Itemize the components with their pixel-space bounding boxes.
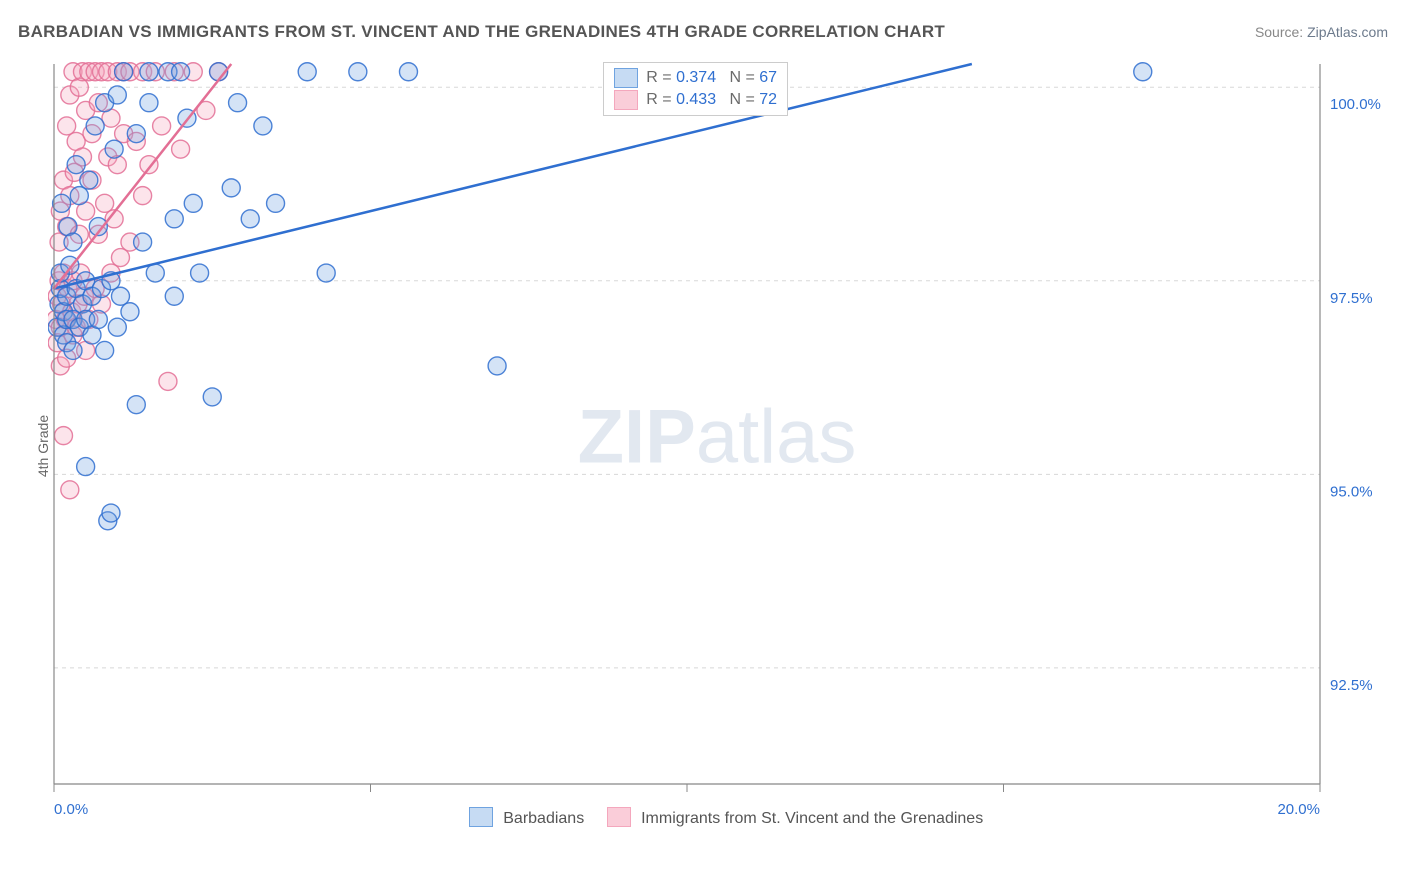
legend-swatch-barbadians xyxy=(469,807,493,827)
svg-text:92.5%: 92.5% xyxy=(1330,677,1373,694)
legend-text: R = 0.433 N = 72 xyxy=(646,91,777,109)
plot-area: 92.5%95.0%97.5%100.0%0.0%20.0% ZIPatlas … xyxy=(48,58,1386,830)
series-legend: Barbadians Immigrants from St. Vincent a… xyxy=(48,807,1386,828)
legend-label-svg: Immigrants from St. Vincent and the Gren… xyxy=(641,810,983,827)
legend-row-barbadians: R = 0.374 N = 67 xyxy=(614,67,777,89)
source-citation: Source: ZipAtlas.com xyxy=(1255,24,1388,40)
legend-swatch xyxy=(614,68,638,88)
svg-text:97.5%: 97.5% xyxy=(1330,290,1373,307)
legend-text: R = 0.374 N = 67 xyxy=(646,69,777,87)
chart-title: BARBADIAN VS IMMIGRANTS FROM ST. VINCENT… xyxy=(18,22,945,42)
source-value: ZipAtlas.com xyxy=(1307,24,1388,40)
legend-label-barbadians: Barbadians xyxy=(503,810,584,827)
svg-text:95.0%: 95.0% xyxy=(1330,483,1373,500)
legend-swatch-svg xyxy=(607,807,631,827)
legend-swatch xyxy=(614,90,638,110)
source-label: Source: xyxy=(1255,24,1303,40)
scatter-chart: 92.5%95.0%97.5%100.0%0.0%20.0% xyxy=(48,58,1386,830)
correlation-legend: R = 0.374 N = 67 R = 0.433 N = 72 xyxy=(603,62,788,116)
legend-row-svg_imm: R = 0.433 N = 72 xyxy=(614,89,777,111)
svg-text:100.0%: 100.0% xyxy=(1330,96,1381,113)
